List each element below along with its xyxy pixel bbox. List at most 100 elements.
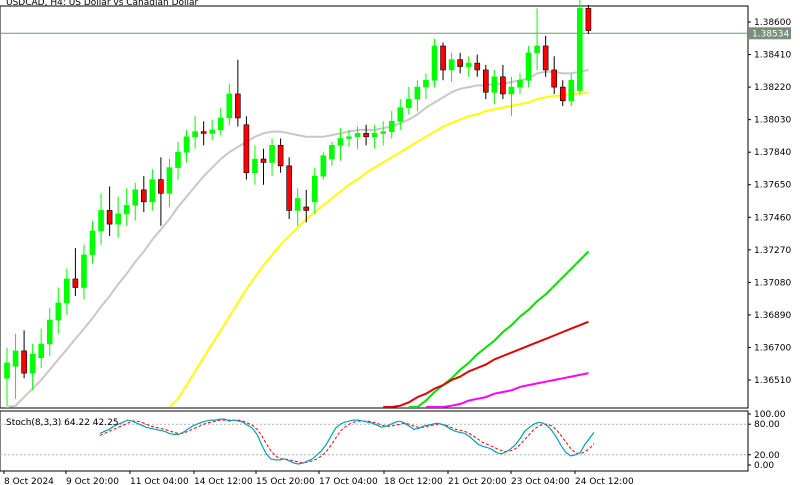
price-tick-label: 1.38030 [754,116,791,126]
candle [559,80,566,106]
candle-body [158,179,164,194]
candle [21,330,27,379]
candle [217,107,224,136]
candle-body [4,362,10,379]
candle [568,73,575,106]
candle-body [423,79,429,88]
price-axis: 1.38600 1.38410 1.38220 1.38030 1.37840 1.376… [748,18,791,386]
candle-body [491,76,498,93]
candle-body [277,145,284,167]
price-tick-label: 1.36890 [754,311,791,321]
time-axis: 8 Oct 2024 9 Oct 20:00 11 Oct 04:00 14 Oct … [3,471,634,485]
candle-body [89,230,96,256]
candle-body [209,129,215,134]
candle-body [115,213,121,225]
candle [200,121,207,146]
candle-body [363,133,369,138]
candle-body [286,165,292,211]
time-tick-label: 9 Oct 20:00 [66,477,119,485]
candle [226,83,233,125]
candle [551,56,558,94]
stochastic-tick-label: 20.00 [754,451,780,461]
candle [525,45,532,88]
candle [320,152,327,180]
candle-body [542,45,549,71]
candle [235,59,241,127]
time-tick-label: 21 Oct 20:00 [448,477,507,485]
main-pane-border [0,5,749,409]
candle-body [388,121,395,132]
candle [414,80,421,112]
candle [465,56,472,77]
time-tick-label: 17 Oct 04:00 [319,477,378,485]
candle-body [448,59,455,71]
candle [175,141,181,180]
stochastic-tick-label: 80.00 [754,420,780,430]
candle-body [12,350,19,367]
candle-body [64,278,70,304]
candle [4,347,10,406]
candle-body [166,167,173,194]
price-tick-label: 1.38220 [754,83,791,93]
candle-body [508,86,515,95]
candle [98,193,104,245]
candle [132,183,139,221]
time-tick-label: 24 Oct 12:00 [575,477,634,485]
candle [106,186,113,237]
main-pane[interactable] [0,5,749,409]
candle [192,116,198,149]
candle-body [217,117,224,131]
candle [311,167,318,214]
candle [397,99,404,130]
candle [243,116,250,180]
stochastic-tick-label: 0.00 [754,461,774,471]
stochastic-pane-border [0,410,749,472]
candle [329,141,335,166]
candle [337,128,344,161]
candle-body [551,69,558,88]
current-price-badge [749,27,791,40]
candle [542,35,549,77]
candle-body [98,210,104,232]
stochastic-pane[interactable] [0,410,749,472]
price-tick-label: 1.37270 [754,246,791,256]
candle-body [106,210,113,225]
candle-body [474,62,481,71]
candle-body [21,350,27,374]
candle [115,196,121,238]
candle [286,157,292,219]
candle [183,129,190,163]
candle [346,129,352,148]
candle [431,39,438,88]
candle-body [457,59,463,67]
moving-averages [6,69,590,408]
price-tick-label: 1.37650 [754,181,791,191]
candle-body [465,62,472,67]
candle-body [81,254,87,288]
candle [380,121,387,146]
ma-red-line [383,320,589,408]
candle [141,176,147,213]
candle [517,73,523,94]
candle-body [175,151,181,168]
candle [29,344,36,391]
candle [149,169,156,211]
candle [209,119,215,141]
candle-body [380,131,387,134]
price-tick-label: 1.36700 [754,343,791,353]
candle [482,64,489,100]
candle-body [585,7,592,31]
time-tick-label: 15 Oct 20:00 [256,477,315,485]
candle [123,188,130,226]
time-tick-label: 18 Oct 12:00 [384,477,443,485]
candle [577,0,583,94]
stochastic-main-line [99,418,595,465]
candle [388,111,395,139]
candle-body [414,86,421,100]
candle [423,73,429,100]
candle-body [252,158,258,174]
candle-body [397,107,404,122]
candle [72,248,79,297]
candle-body [200,131,207,134]
candle [55,287,62,334]
